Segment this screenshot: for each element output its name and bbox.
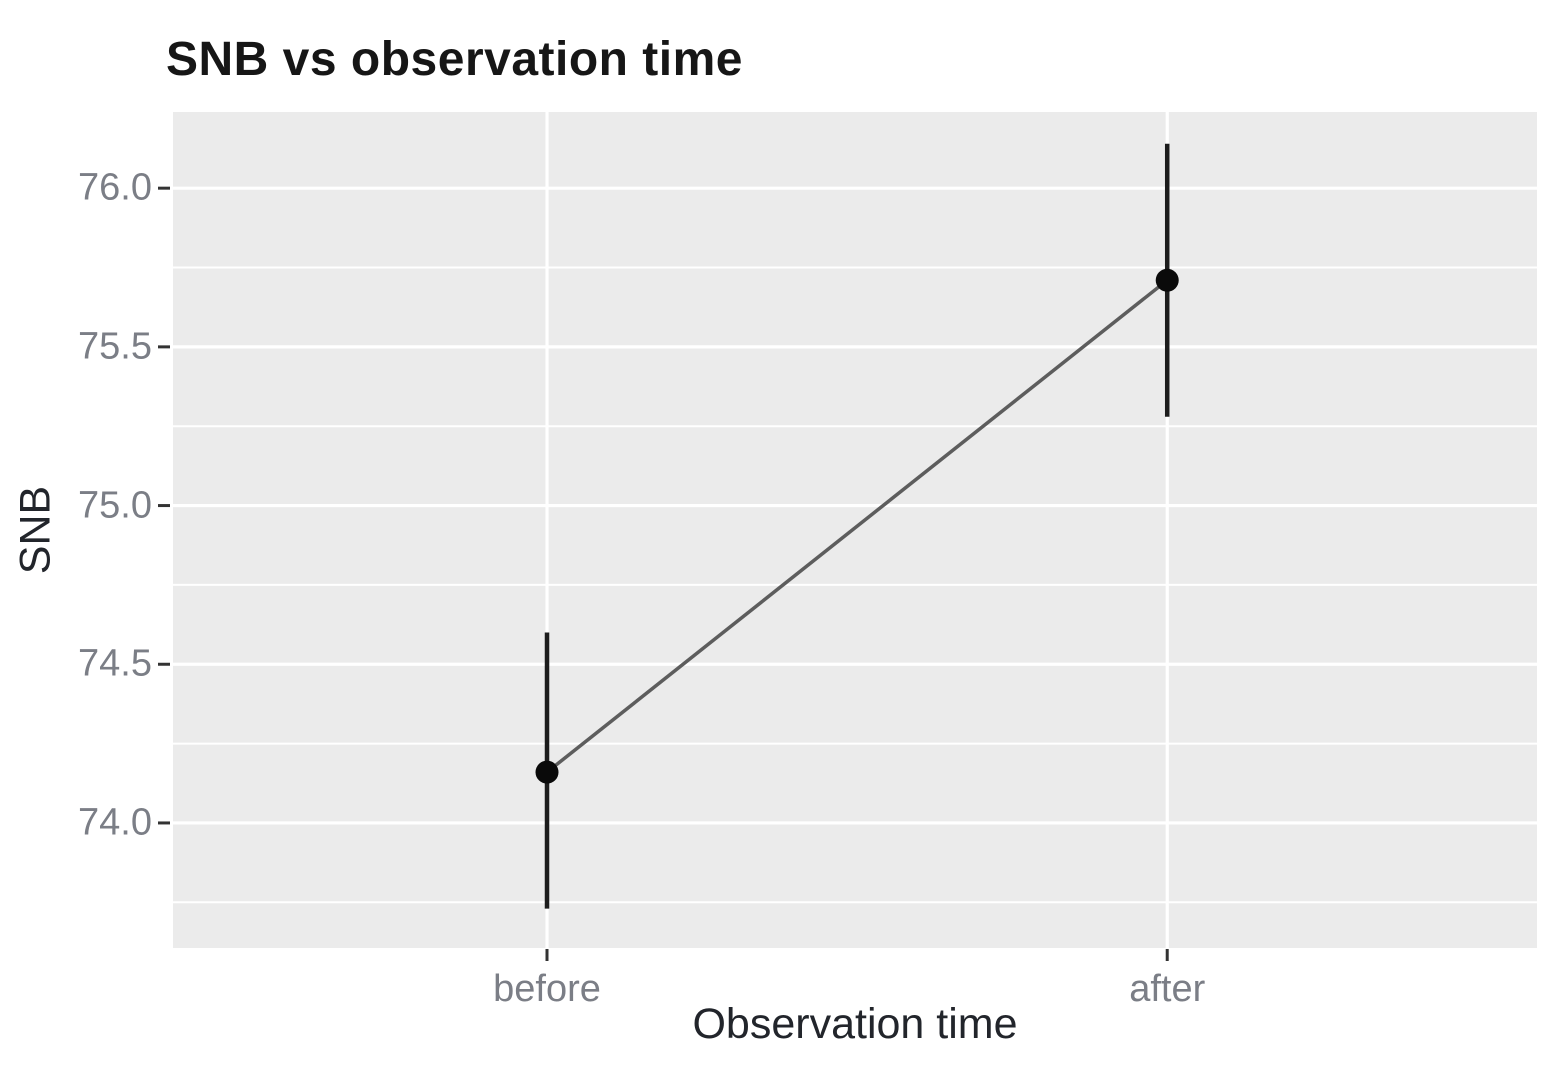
data-point <box>1155 268 1179 292</box>
chart-title: SNB vs observation time <box>166 33 743 86</box>
trend-line <box>545 278 1169 774</box>
y-axis-title: SNB <box>11 485 60 575</box>
y-tick-label: 76.0 <box>78 166 152 209</box>
x-tick-label: before <box>493 968 601 1010</box>
y-tick-label: 75.0 <box>78 484 152 527</box>
x-tick-label: after <box>1129 968 1206 1010</box>
y-tick-label: 75.5 <box>78 325 152 368</box>
y-tick-label: 74.0 <box>78 801 152 844</box>
y-tick-label: 74.5 <box>78 642 152 685</box>
data-point <box>535 760 559 784</box>
x-axis-title: Observation time <box>692 1000 1018 1048</box>
